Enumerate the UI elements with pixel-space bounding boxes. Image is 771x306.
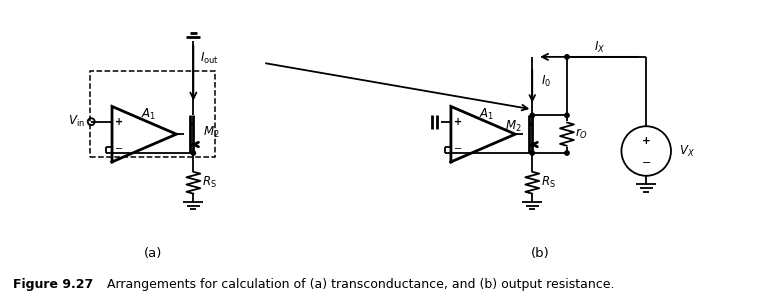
Text: $-$: $-$: [641, 156, 651, 166]
Text: $V_{\mathrm{in}}$: $V_{\mathrm{in}}$: [69, 114, 86, 129]
Text: +: +: [115, 117, 123, 127]
Text: $M_2$: $M_2$: [204, 125, 220, 140]
Circle shape: [565, 113, 569, 118]
Text: Arrangements for calculation of (a) transconductance, and (b) output resistance.: Arrangements for calculation of (a) tran…: [91, 278, 614, 291]
Text: (b): (b): [531, 247, 550, 259]
Text: $V_X$: $V_X$: [679, 144, 695, 159]
Text: $-$: $-$: [453, 142, 463, 152]
Circle shape: [191, 151, 196, 155]
Text: $I_0$: $I_0$: [541, 74, 551, 89]
Text: $-$: $-$: [114, 142, 123, 152]
Text: $I_X$: $I_X$: [594, 39, 604, 54]
Circle shape: [565, 151, 569, 155]
Text: $I_{\mathrm{out}}$: $I_{\mathrm{out}}$: [200, 51, 219, 66]
Text: $A_1$: $A_1$: [480, 107, 495, 122]
Text: +: +: [641, 136, 651, 146]
Text: (a): (a): [143, 247, 162, 259]
Text: Figure 9.27: Figure 9.27: [13, 278, 93, 291]
Bar: [90, 71, 215, 157]
Text: +: +: [454, 117, 462, 127]
Text: $M_2$: $M_2$: [504, 119, 521, 134]
Text: $R_{\mathrm{S}}$: $R_{\mathrm{S}}$: [202, 175, 217, 190]
Circle shape: [530, 151, 534, 155]
Circle shape: [565, 55, 569, 59]
Circle shape: [530, 113, 534, 118]
Text: $R_{\mathrm{S}}$: $R_{\mathrm{S}}$: [541, 175, 556, 190]
Text: $r_O$: $r_O$: [575, 127, 588, 141]
Text: $A_1$: $A_1$: [140, 107, 156, 122]
